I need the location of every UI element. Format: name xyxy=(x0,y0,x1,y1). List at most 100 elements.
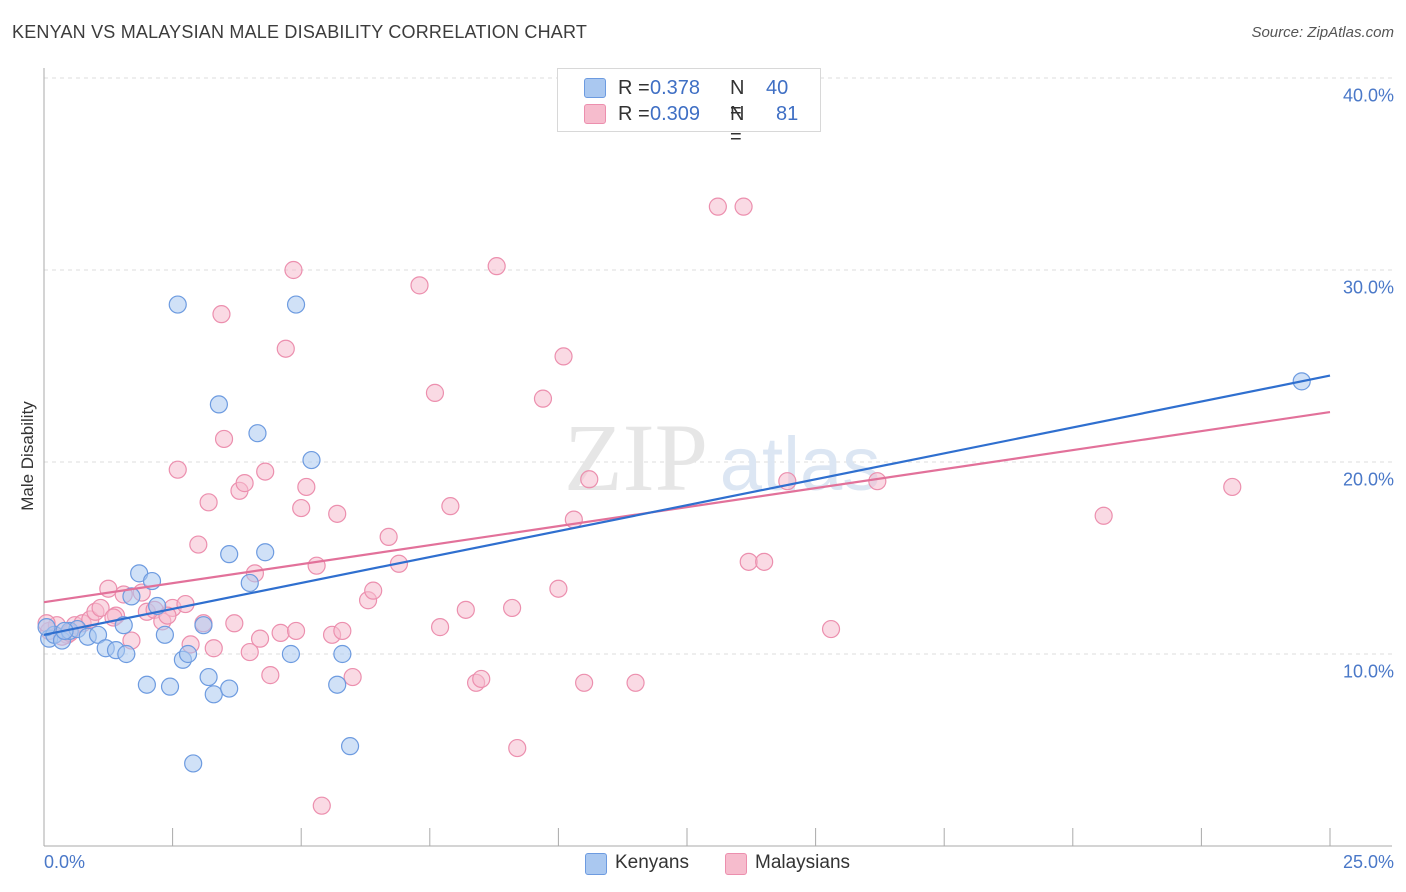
kenyans-points xyxy=(37,295,1311,773)
legend-r-label: R = xyxy=(618,77,650,99)
kenyans-point xyxy=(199,667,218,687)
kenyans-point xyxy=(155,625,174,644)
y-tick-label: 20.0% xyxy=(1342,469,1394,490)
malaysians-point xyxy=(312,796,331,815)
source-label: Source: ZipAtlas.com xyxy=(1251,24,1394,41)
malaysians-point xyxy=(99,579,118,598)
malaysians-point xyxy=(212,305,231,324)
malaysians-point xyxy=(441,497,460,516)
kenyans-point xyxy=(122,587,141,606)
malaysians-point xyxy=(425,383,445,402)
kenyans-point xyxy=(114,616,133,635)
kenyans-point xyxy=(204,685,223,704)
legend-n-label: N = xyxy=(730,77,745,122)
kenyans-point xyxy=(220,679,239,698)
malaysians-point xyxy=(256,462,275,481)
malaysians-point xyxy=(204,639,223,658)
malaysians-point xyxy=(276,339,295,358)
kenyans-point xyxy=(168,295,187,314)
malaysians-point xyxy=(508,738,527,758)
malaysians-point xyxy=(271,623,290,642)
bottom-legend-swatch-malaysians xyxy=(725,853,747,875)
malaysians-point xyxy=(456,600,475,619)
malaysians-points xyxy=(37,197,1242,815)
kenyans-point xyxy=(209,395,228,414)
malaysians-point xyxy=(286,621,306,641)
legend-r-value: 0.378 xyxy=(650,77,701,99)
malaysians-trend-line xyxy=(43,410,1331,604)
axes xyxy=(43,68,1392,847)
kenyans-point xyxy=(248,424,267,443)
kenyans-point xyxy=(340,737,360,756)
kenyans-point xyxy=(220,545,239,564)
malaysians-point xyxy=(292,498,311,518)
malaysians-point xyxy=(755,552,774,571)
malaysians-point xyxy=(297,477,316,497)
kenyans-point xyxy=(37,618,56,637)
watermark-zip: ZIP xyxy=(564,404,708,511)
malaysians-point xyxy=(1223,477,1242,497)
kenyans-point xyxy=(88,625,108,644)
x-tick-max: 25.0% xyxy=(1342,852,1394,872)
legend-n-value: 40 xyxy=(766,77,789,99)
kenyans-point xyxy=(137,675,156,694)
trend-lines xyxy=(43,374,1331,636)
malaysians-point xyxy=(575,673,594,692)
malaysians-point xyxy=(214,429,234,449)
kenyans-point xyxy=(333,644,352,664)
malaysians-point xyxy=(580,470,599,489)
malaysians-point xyxy=(225,614,244,633)
legend-n-label: N = xyxy=(730,103,745,148)
malaysians-point xyxy=(503,598,522,618)
kenyans-point xyxy=(240,573,259,593)
malaysians-point xyxy=(549,579,568,598)
watermark: ZIP atlas xyxy=(564,404,880,511)
kenyans-point xyxy=(117,644,136,664)
malaysians-point xyxy=(168,460,187,479)
malaysians-point xyxy=(307,556,326,575)
malaysians-point xyxy=(868,472,887,491)
x-tick-min: 0.0% xyxy=(44,852,86,872)
y-tick-label: 30.0% xyxy=(1342,277,1394,298)
legend-swatch-malaysians xyxy=(584,104,606,124)
legend-swatch-kenyans xyxy=(584,78,606,98)
malaysians-point xyxy=(343,667,362,687)
bottom-legend-label: Kenyans xyxy=(615,852,689,873)
malaysians-point xyxy=(235,474,254,493)
malaysians-point xyxy=(250,629,270,648)
malaysians-point xyxy=(199,493,218,512)
kenyans-point xyxy=(286,295,306,314)
legend-n-value: 81 xyxy=(776,103,799,125)
malaysians-point xyxy=(472,669,491,689)
malaysians-point xyxy=(328,504,347,523)
kenyans-point xyxy=(160,677,180,696)
malaysians-point xyxy=(91,598,110,618)
kenyans-point xyxy=(178,644,198,664)
malaysians-point xyxy=(708,197,727,216)
malaysians-point xyxy=(430,618,450,637)
kenyans-point xyxy=(281,644,301,664)
legend: R = 0.378 N = 40 R = 0.309 N = 81 xyxy=(557,68,821,148)
kenyans-point xyxy=(256,543,275,562)
legend-r-label: R = xyxy=(618,103,650,125)
malaysians-point xyxy=(739,552,758,571)
legend-r-value: 0.309 xyxy=(650,103,701,125)
malaysians-point xyxy=(734,197,753,216)
gridlines xyxy=(44,77,1392,655)
malaysians-point xyxy=(261,666,280,685)
malaysians-point xyxy=(554,347,573,366)
malaysians-point xyxy=(410,276,429,295)
malaysians-point xyxy=(284,260,303,280)
kenyans-point xyxy=(328,675,347,694)
kenyans-point xyxy=(184,754,203,773)
malaysians-point xyxy=(487,257,506,276)
malaysians-point xyxy=(189,535,208,554)
malaysians-point xyxy=(821,619,841,639)
kenyans-point xyxy=(302,450,321,470)
malaysians-point xyxy=(1094,506,1113,525)
malaysians-point xyxy=(364,581,383,600)
kenyans-point xyxy=(194,616,213,635)
chart-title: KENYAN VS MALAYSIAN MALE DISABILITY CORR… xyxy=(12,22,588,42)
malaysians-point xyxy=(333,621,352,641)
